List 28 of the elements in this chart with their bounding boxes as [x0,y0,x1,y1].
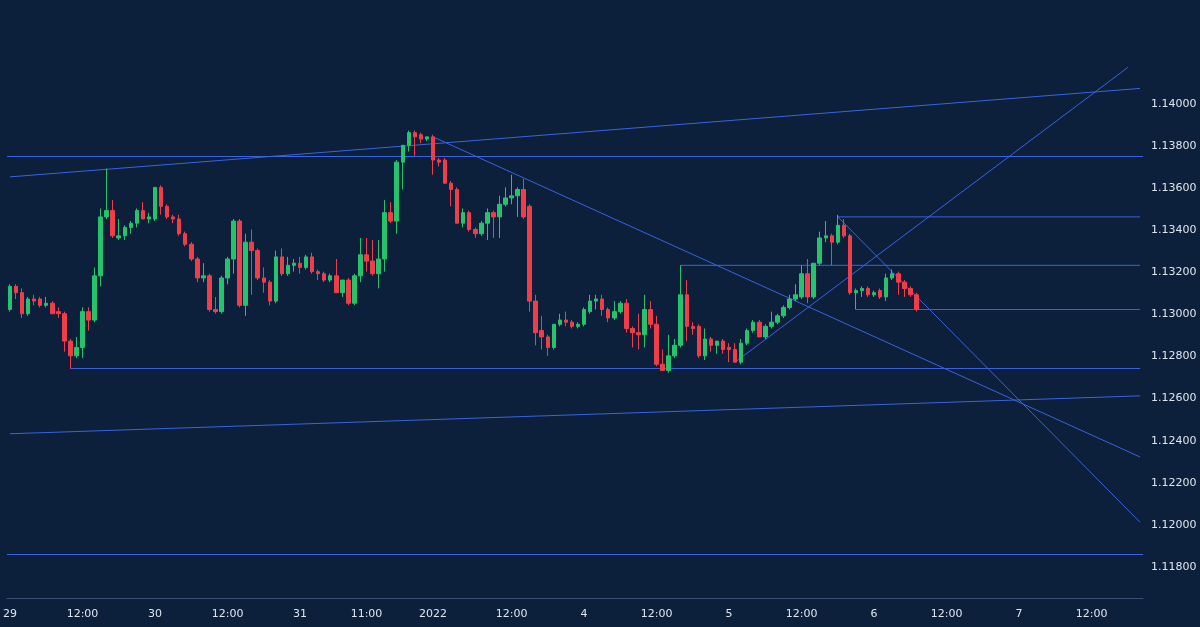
y-tick-label: 1.13200 [1151,265,1197,279]
y-tick-label: 1.12800 [1151,349,1197,363]
x-tick-label: 12:00 [211,607,244,620]
y-tick-label: 1.13800 [1151,138,1197,152]
x-tick-label: 12:00 [495,607,528,620]
x-tick-label: 12:00 [640,607,673,620]
y-tick-label: 1.14000 [1151,96,1197,110]
y-tick-label: 1.13400 [1151,223,1197,237]
x-tick-label: 5 [725,607,733,620]
x-tick-label: 12:00 [785,607,818,620]
y-tick-label: 1.11800 [1151,559,1197,573]
x-tick-label: 12:00 [930,607,963,620]
y-tick-label: 1.12600 [1151,391,1197,405]
y-tick-label: 1.12400 [1151,433,1197,447]
x-tick-label: 30 [148,607,163,620]
x-tick-label: 2022 [418,607,447,620]
x-tick-label: 7 [1015,607,1023,620]
x-tick-label: 12:00 [1075,607,1108,620]
x-tick-label: 4 [580,607,588,620]
y-tick-label: 1.13000 [1151,307,1197,321]
y-tick-label: 1.13600 [1151,180,1197,194]
y-tick-label: 1.12200 [1151,475,1197,489]
x-tick-label: 11:00 [350,607,383,620]
x-tick-label: 29 [2,607,17,620]
x-tick-label: 6 [870,607,878,620]
x-tick-label: 12:00 [66,607,99,620]
y-tick-label: 1.12000 [1151,517,1197,531]
x-tick-label: 31 [293,607,308,620]
